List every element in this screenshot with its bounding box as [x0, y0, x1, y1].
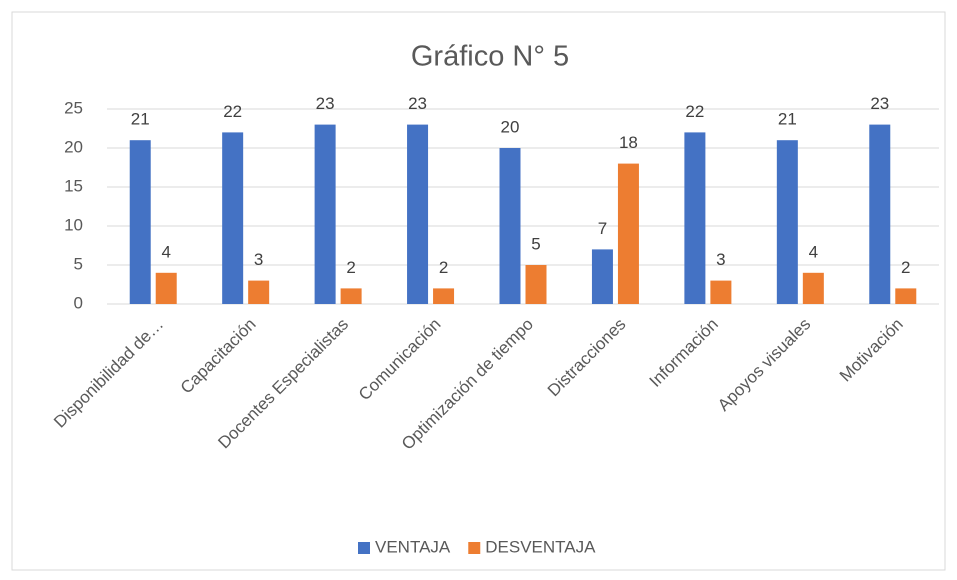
data-label: 2 — [346, 258, 355, 277]
bar — [895, 288, 917, 304]
legend-label: DESVENTAJA — [485, 537, 596, 556]
bar — [591, 249, 613, 304]
bar — [222, 132, 244, 304]
legend-swatch — [468, 542, 481, 554]
y-tick-label: 20 — [64, 137, 83, 156]
bar — [776, 140, 798, 304]
data-label: 23 — [870, 94, 889, 113]
data-label: 2 — [439, 258, 448, 277]
data-label: 2 — [901, 258, 910, 277]
data-label: 23 — [408, 94, 427, 113]
data-label: 22 — [685, 102, 704, 121]
bar — [684, 132, 706, 304]
bar — [617, 163, 639, 304]
data-label: 21 — [778, 110, 797, 129]
data-label: 3 — [254, 250, 263, 269]
bar — [433, 288, 455, 304]
y-tick-label: 10 — [64, 215, 83, 234]
chart-title: Gráfico N° 5 — [411, 41, 569, 73]
bar — [407, 124, 429, 304]
bar — [710, 280, 732, 304]
data-label: 21 — [131, 110, 150, 129]
data-label: 18 — [619, 133, 638, 152]
bar — [129, 140, 151, 304]
bar — [802, 272, 824, 304]
legend-swatch — [358, 542, 370, 554]
data-label: 5 — [531, 234, 540, 253]
bar — [248, 280, 270, 304]
y-tick-label: 0 — [74, 293, 83, 312]
bar — [525, 265, 547, 304]
bar — [869, 124, 891, 304]
data-label: 23 — [316, 94, 335, 113]
bar — [155, 272, 177, 304]
data-label: 22 — [223, 102, 242, 121]
data-label: 3 — [716, 250, 725, 269]
legend-label: VENTAJA — [375, 537, 451, 556]
data-label: 4 — [809, 242, 818, 261]
bar — [499, 148, 521, 304]
y-tick-label: 5 — [74, 254, 83, 273]
data-label: 20 — [501, 117, 520, 136]
bar — [340, 288, 362, 304]
data-label: 4 — [161, 242, 170, 261]
y-tick-label: 15 — [64, 176, 83, 195]
data-label: 7 — [598, 219, 607, 238]
y-tick-label: 25 — [64, 98, 83, 117]
bar — [314, 124, 336, 304]
